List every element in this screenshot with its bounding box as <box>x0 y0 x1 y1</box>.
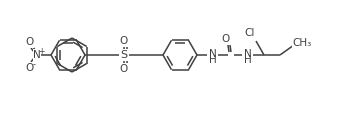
Text: O: O <box>222 34 230 44</box>
Text: H: H <box>209 55 217 65</box>
Text: CH₃: CH₃ <box>293 38 312 48</box>
Text: O: O <box>120 64 128 74</box>
Text: Cl: Cl <box>245 28 255 38</box>
Text: O: O <box>120 36 128 46</box>
Text: H: H <box>244 55 252 65</box>
Text: +: + <box>38 46 45 55</box>
Text: O: O <box>25 63 33 73</box>
Text: -: - <box>32 60 36 69</box>
Text: S: S <box>120 50 127 60</box>
Text: N: N <box>33 50 41 60</box>
Text: O: O <box>25 37 33 47</box>
Text: N: N <box>244 49 252 59</box>
Text: N: N <box>209 49 217 59</box>
